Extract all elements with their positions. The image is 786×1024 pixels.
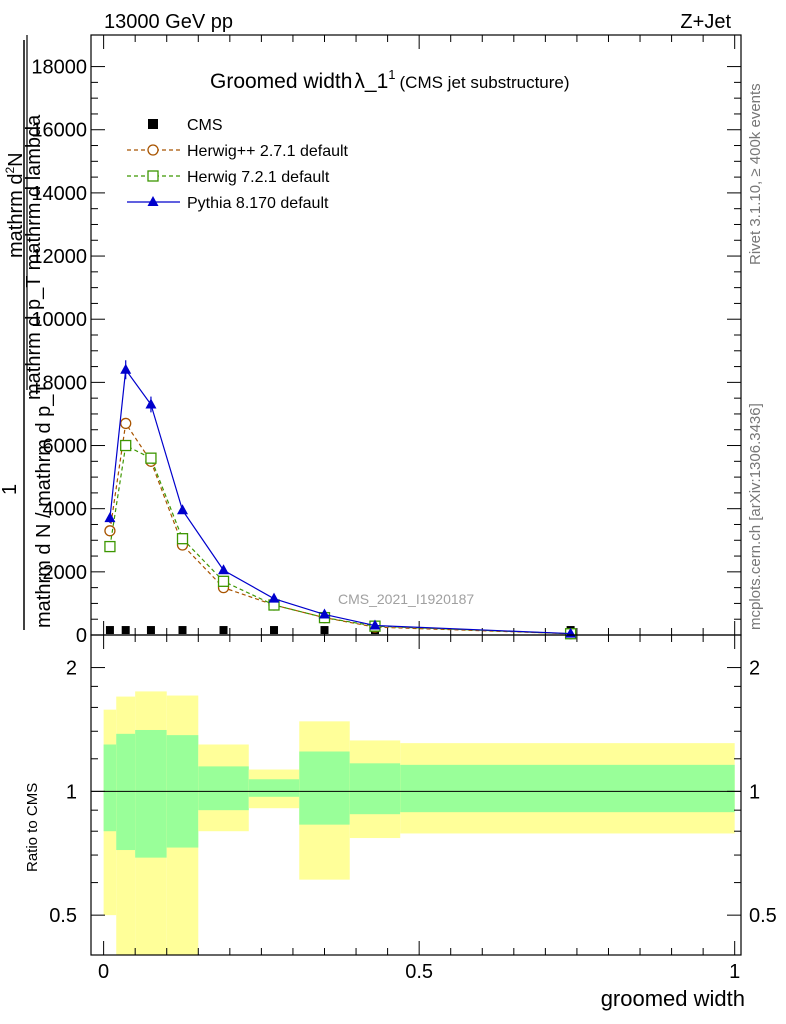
ratio-y-tick-label-right: 0.5	[749, 905, 777, 927]
legend-marker-cms	[148, 119, 158, 129]
inner-band	[299, 751, 350, 825]
ylabel-numer-top: mathrm d2N	[3, 152, 27, 258]
ratio-y-tick-label: 0.5	[49, 905, 77, 927]
cms-point	[105, 626, 114, 635]
y-tick-label: 2000	[43, 562, 88, 584]
pythia-point	[318, 608, 330, 619]
x-tick-label: 1	[729, 961, 740, 983]
cms-point	[320, 626, 329, 635]
main-ylabel: mathrm d N / mathrm d p_T 1 mathrm d p_T…	[0, 35, 55, 630]
main-ticks: 0 2000 4000 6000 8000 10000 12000 14000 16000 180…	[31, 35, 741, 647]
legend-marker-herwigpp	[147, 144, 159, 156]
energy-label: 13000 GeV pp	[104, 11, 233, 33]
pythia-point	[218, 564, 230, 575]
watermark-label: CMS_2021_I1920187	[338, 591, 474, 607]
legend-label: CMS	[187, 117, 223, 134]
ylabel-one: 1	[0, 484, 21, 495]
legend-label: Herwig 7.2.1 default	[187, 169, 330, 186]
process-label: Z+Jet	[680, 11, 731, 33]
herwig7-point	[104, 540, 116, 553]
ratio-frame	[90, 634, 742, 956]
rivet-label: Rivet 3.1.10, ≥ 400k events	[747, 83, 764, 265]
y-tick-label: 4000	[43, 499, 88, 521]
main-series	[104, 360, 577, 640]
ratio-y-tick-label: 1	[66, 781, 77, 803]
ratio-y-tick-label: 2	[66, 658, 77, 680]
legend-marker-herwig7	[147, 170, 159, 182]
legend-label: Pythia 8.170 default	[187, 195, 329, 212]
inner-band	[349, 763, 401, 815]
pythia-point	[369, 619, 381, 630]
herwig7-point	[217, 575, 230, 587]
x-tick-label: 0	[98, 961, 109, 983]
herwigpp-point	[120, 417, 132, 430]
ylabel-denom: mathrm d N / mathrm d p_T	[33, 382, 55, 628]
pythia-point	[268, 592, 280, 603]
cms-point	[219, 626, 228, 635]
inner-band	[135, 729, 167, 858]
cms-point	[121, 626, 130, 635]
inner-band	[103, 744, 117, 832]
legend-label: Herwig++ 2.7.1 default	[187, 143, 349, 160]
herwigpp-point	[104, 525, 116, 537]
y-tick-label: 8000	[43, 372, 88, 394]
ylabel-numer-bottom: mathrm d p_T mathrm d lambda	[23, 114, 45, 400]
ratio-y-tick-label-right: 2	[749, 658, 760, 680]
y-tick-label: 6000	[43, 436, 88, 458]
ratio-bands	[103, 691, 735, 955]
y-tick-label: 16000	[31, 120, 87, 142]
ratio-y-tick-label-right: 1	[749, 781, 760, 803]
y-tick-label: 14000	[31, 183, 87, 205]
cms-point	[270, 626, 279, 635]
ratio-ticks: 0.5 0.5 1 1 2 2 0 0.5 1	[49, 635, 777, 983]
legend: CMS Herwig++ 2.7.1 default Herwig 7.2.1 de…	[127, 117, 349, 212]
herwig7-point	[120, 439, 132, 452]
x-tick-label: 0.5	[405, 961, 433, 983]
x-axis-label: groomed width	[601, 986, 745, 1011]
cms-point	[178, 626, 187, 635]
cms-point	[146, 626, 155, 635]
legend-marker-pythia	[147, 196, 159, 206]
pythia-point	[145, 398, 157, 409]
pythia-point	[120, 363, 132, 374]
herwig7-point	[145, 452, 157, 464]
main-title: Groomed widthλ_11 (CMS jet substructure)	[210, 67, 570, 93]
y-tick-label: 18000	[31, 57, 87, 79]
inner-band	[400, 764, 735, 813]
pythia-point	[104, 512, 116, 523]
inner-band	[116, 733, 136, 851]
y-tick-label: 12000	[31, 246, 87, 268]
ratio-ylabel: Ratio to CMS	[24, 783, 41, 872]
main-plot: 0 2000 4000 6000 8000 10000 12000 14000 16000 180…	[31, 34, 742, 647]
inner-band	[248, 779, 300, 797]
source-label: mcplots.cern.ch [arXiv:1306.3436]	[747, 403, 764, 630]
y-tick-label: 10000	[31, 309, 87, 331]
inner-band	[198, 766, 249, 811]
y-tick-label: 0	[76, 625, 87, 647]
pythia-point	[177, 504, 189, 515]
herwig7-point	[176, 533, 189, 545]
ratio-plot: 0.5 0.5 1 1 2 2 0 0.5 1	[49, 634, 777, 983]
